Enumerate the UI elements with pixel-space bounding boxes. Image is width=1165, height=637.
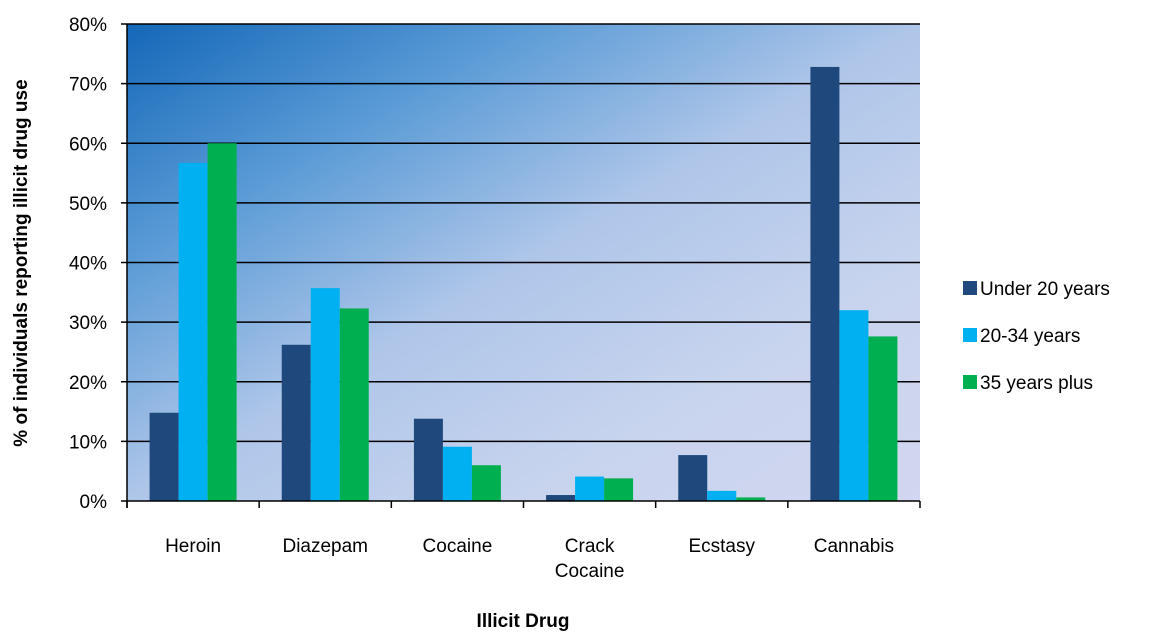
y-tick-label: 20% xyxy=(69,373,107,394)
bar xyxy=(339,308,369,501)
axes xyxy=(121,23,921,508)
x-tick-label: Cannabis xyxy=(814,536,894,557)
y-tick-labels: 0% 10% 20% 30% 40% 50% 60% 70% 80% xyxy=(69,15,107,513)
legend-label: 20-34 years xyxy=(980,326,1080,347)
bar xyxy=(546,495,576,501)
y-tick-label: 70% xyxy=(69,75,107,96)
y-tick-label: 60% xyxy=(69,134,107,155)
bar xyxy=(310,288,340,501)
legend-label: 35 years plus xyxy=(980,373,1093,394)
x-tick-label: Diazepam xyxy=(282,536,368,557)
bar xyxy=(178,162,208,501)
y-axis-title: % of individuals reporting illicit drug … xyxy=(11,79,32,446)
bar xyxy=(149,412,179,501)
legend-swatch xyxy=(963,328,977,342)
x-tick-labels: Heroin Diazepam Cocaine Crack Cocaine Ecstasy… xyxy=(165,536,894,582)
bar xyxy=(678,455,708,501)
y-tick-label: 10% xyxy=(69,432,107,453)
bar xyxy=(604,478,634,501)
bar xyxy=(442,446,472,501)
bar xyxy=(471,465,501,501)
bars xyxy=(149,66,898,502)
bar xyxy=(736,497,766,501)
y-tick-label: 50% xyxy=(69,194,107,215)
x-tick-label: Crack Cocaine xyxy=(555,536,625,582)
legend: Under 20 years 20-34 years 35 years plus xyxy=(963,279,1110,394)
gridlines xyxy=(127,23,920,443)
x-axis-title: Illicit Drug xyxy=(477,611,570,632)
legend-label: Under 20 years xyxy=(980,279,1110,300)
bar xyxy=(207,143,237,501)
legend-swatch xyxy=(963,375,977,389)
bar xyxy=(413,418,443,501)
x-tick-label: Cocaine xyxy=(423,536,493,557)
x-tick-label: Heroin xyxy=(165,536,221,557)
y-tick-label: 0% xyxy=(80,492,108,513)
y-tick-label: 30% xyxy=(69,313,107,334)
y-tick-label: 80% xyxy=(69,15,107,36)
y-tick-label: 40% xyxy=(69,254,107,275)
bar xyxy=(281,344,311,501)
bar xyxy=(839,310,869,501)
bar xyxy=(810,66,840,502)
x-tick-label: Ecstasy xyxy=(688,536,755,557)
bar xyxy=(868,336,898,501)
bar xyxy=(575,476,605,501)
legend-swatch xyxy=(963,281,977,295)
bar xyxy=(707,490,737,501)
